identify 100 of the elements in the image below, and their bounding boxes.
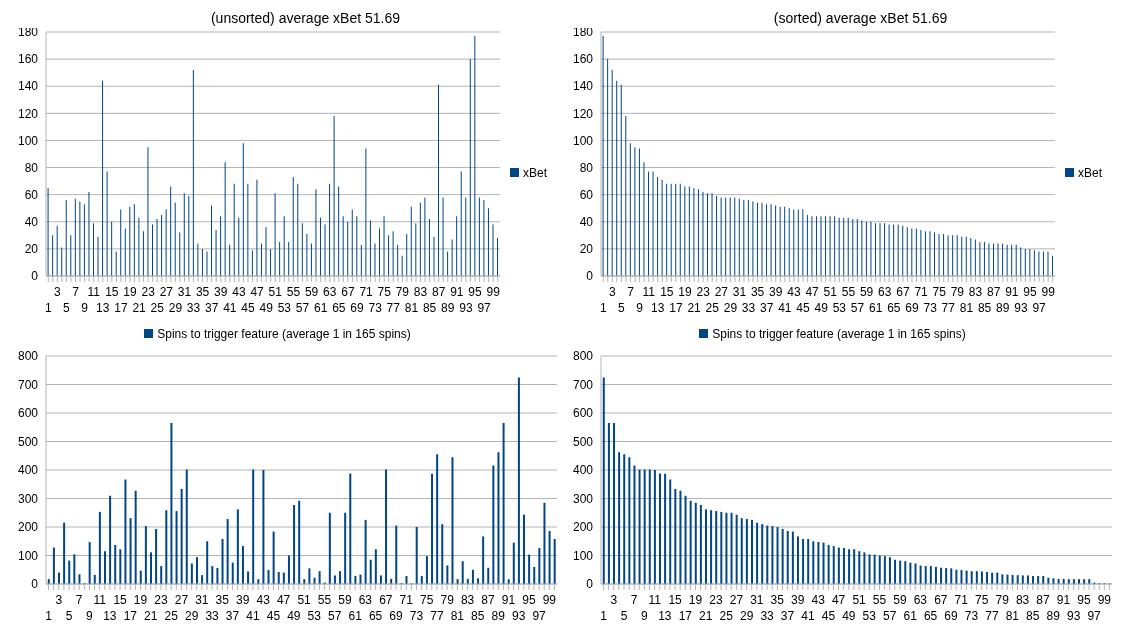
x-tick-label: 91 [1005, 285, 1019, 299]
y-tick-label: 40 [24, 215, 39, 230]
x-tick-label: 43 [811, 593, 826, 607]
y-tick-label: 100 [17, 548, 39, 563]
x-tick-label: 25 [164, 609, 179, 623]
x-tick-label: 23 [154, 593, 168, 607]
x-tick-label: 11 [93, 593, 107, 607]
x-tick-label: 81 [450, 609, 465, 623]
x-tick-label: 97 [1032, 301, 1047, 315]
x-tick-label: 83 [968, 285, 983, 299]
x-tick-label: 23 [696, 285, 711, 299]
y-tick-label: 60 [579, 187, 594, 202]
y-tick-label: 60 [24, 187, 39, 202]
x-tick-label: 99 [542, 593, 557, 607]
x-tick-label: 73 [368, 301, 383, 315]
x-tick-label: 91 [450, 285, 464, 299]
x-tick-label: 19 [123, 285, 137, 299]
x-tick-label: 41 [801, 609, 815, 623]
x-tick-label: 29 [723, 301, 738, 315]
x-tick-label: 63 [323, 285, 337, 299]
x-tick-label: 77 [430, 609, 444, 623]
x-tick-label: 17 [114, 301, 128, 315]
y-tick-label: 100 [17, 133, 39, 148]
x-tick-label: 25 [150, 301, 165, 315]
x-tick-label: 7 [627, 285, 635, 299]
y-tick-label: 800 [572, 349, 594, 364]
x-tick-label: 75 [932, 285, 947, 299]
x-tick-label: 55 [317, 593, 332, 607]
x-tick-label: 99 [1097, 593, 1112, 607]
x-tick-label: 47 [805, 285, 820, 299]
x-tick-label: 61 [313, 301, 328, 315]
x-tick-label: 53 [862, 609, 877, 623]
x-tick-label: 29 [168, 301, 183, 315]
x-tick-label: 55 [872, 593, 887, 607]
x-tick-label: 59 [859, 285, 874, 299]
x-tick-label: 59 [338, 593, 352, 607]
x-tick-label: 15 [105, 285, 119, 299]
x-tick-label: 35 [750, 285, 765, 299]
x-tick-label: 9 [86, 609, 94, 623]
x-tick-label: 87 [987, 285, 1001, 299]
x-tick-label: 23 [709, 593, 723, 607]
x-tick-label: 39 [214, 285, 228, 299]
x-tick-label: 89 [491, 609, 506, 623]
x-tick-label: 17 [669, 301, 683, 315]
x-tick-label: 7 [72, 285, 80, 299]
x-tick-label: 71 [954, 593, 969, 607]
y-tick-label: 300 [572, 491, 594, 506]
chart-title: (sorted) average xBet 51.69 [773, 10, 948, 26]
x-tick-label: 5 [620, 609, 628, 623]
legend-label: Spins to trigger feature (average 1 in 165 spins) [157, 327, 411, 341]
x-tick-label: 19 [688, 593, 703, 607]
y-tick-label: 600 [572, 406, 594, 421]
x-tick-label: 13 [96, 301, 110, 315]
x-tick-label: 69 [944, 609, 959, 623]
x-tick-label: 37 [780, 609, 795, 623]
y-tick-label: 140 [17, 79, 39, 94]
x-tick-label: 85 [471, 609, 485, 623]
x-tick-label: 85 [422, 301, 437, 315]
x-tick-label: 3 [54, 285, 62, 299]
y-tick-label: 700 [572, 377, 594, 392]
x-tick-label: 33 [741, 301, 756, 315]
y-tick-label: 80 [579, 160, 594, 175]
y-tick-label: 160 [572, 52, 594, 67]
x-tick-label: 17 [123, 609, 138, 623]
y-tick-label: 200 [572, 520, 594, 535]
x-tick-label: 83 [460, 593, 475, 607]
x-tick-label: 27 [174, 593, 189, 607]
x-tick-label: 55 [286, 285, 301, 299]
x-tick-label: 83 [1015, 593, 1030, 607]
x-tick-label: 51 [297, 593, 312, 607]
x-tick-label: 99 [486, 285, 501, 299]
x-tick-label: 79 [440, 593, 455, 607]
x-tick-label: 57 [295, 301, 310, 315]
x-tick-label: 57 [328, 609, 342, 623]
x-tick-label: 81 [1005, 609, 1020, 623]
x-tick-label: 27 [159, 285, 174, 299]
x-tick-label: 71 [359, 285, 374, 299]
x-tick-label: 69 [389, 609, 404, 623]
x-tick-label: 39 [236, 593, 250, 607]
x-tick-label: 63 [358, 593, 373, 607]
x-tick-label: 51 [823, 285, 838, 299]
x-tick-label: 1 [599, 301, 607, 315]
x-tick-label: 25 [705, 301, 720, 315]
x-tick-label: 3 [55, 593, 63, 607]
x-tick-label: 87 [1036, 593, 1051, 607]
x-tick-label: 3 [610, 593, 618, 607]
y-tick-label: 100 [572, 548, 594, 563]
x-tick-label: 85 [977, 301, 992, 315]
x-tick-label: 93 [1014, 301, 1028, 315]
y-tick-label: 300 [17, 491, 39, 506]
x-tick-label: 45 [266, 609, 281, 623]
x-tick-label: 15 [113, 593, 128, 607]
x-tick-label: 67 [934, 593, 948, 607]
x-tick-label: 33 [205, 609, 220, 623]
x-tick-label: 29 [739, 609, 754, 623]
x-tick-label: 73 [964, 609, 979, 623]
x-tick-label: 43 [787, 285, 801, 299]
x-tick-label: 3 [609, 285, 617, 299]
x-tick-label: 75 [420, 593, 434, 607]
x-tick-label: 15 [668, 593, 683, 607]
